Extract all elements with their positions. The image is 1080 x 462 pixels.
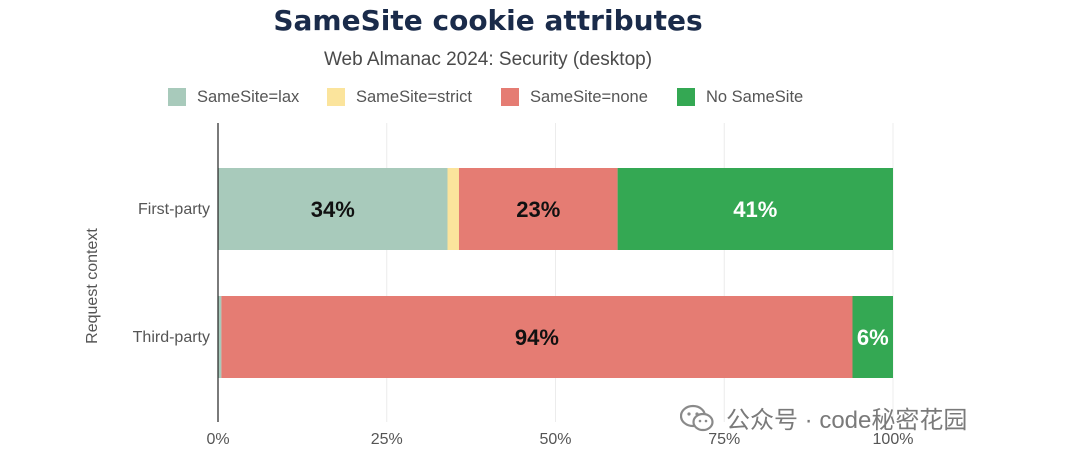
legend-label: No SameSite [706,87,804,106]
legend-swatch [677,88,695,106]
legend-item-samesite-none[interactable]: SameSite=none [501,86,648,108]
x-tick-label: 100% [873,431,914,448]
chart-title: SameSite cookie attributes [273,4,703,37]
legend-label: SameSite=strict [356,87,472,106]
legend-swatch [168,88,186,106]
bar-segment [617,168,893,250]
data-label: 41% [733,197,777,222]
bar-segment [221,296,853,378]
x-tick-label: 50% [539,431,571,448]
data-label: 94% [515,325,559,350]
bar-segment [458,168,618,250]
watermark-text: 公众号 · code秘密花园 [726,407,968,434]
category-label: Third-party [133,329,210,346]
watermark: 公众号 · code秘密花园 [680,400,967,435]
chart-subtitle: Web Almanac 2024: Security (desktop) [323,49,653,70]
bar-segment [852,296,893,378]
wechat-icon [680,404,714,431]
legend-swatch [501,88,519,106]
legend-item-no-samesite[interactable]: No SameSite [677,86,803,108]
legend-label: SameSite=none [530,87,648,106]
data-label: 34% [311,197,355,222]
legend-label: SameSite=lax [197,87,300,106]
x-tick-label: 25% [371,431,403,448]
legend-item-samesite-lax[interactable]: SameSite=lax [168,86,299,108]
x-tick-label: 75% [708,431,740,448]
data-label: 23% [516,197,560,222]
legend-item-samesite-strict[interactable]: SameSite=strict [327,86,472,108]
data-label: 6% [857,325,889,350]
bar-segment [218,168,448,250]
x-tick-label: 0% [206,431,229,448]
bar-segment [447,168,459,250]
legend-swatch [327,88,345,106]
y-axis-title: Request context [84,228,101,344]
bar-segment [218,296,222,378]
category-label: First-party [138,201,210,218]
